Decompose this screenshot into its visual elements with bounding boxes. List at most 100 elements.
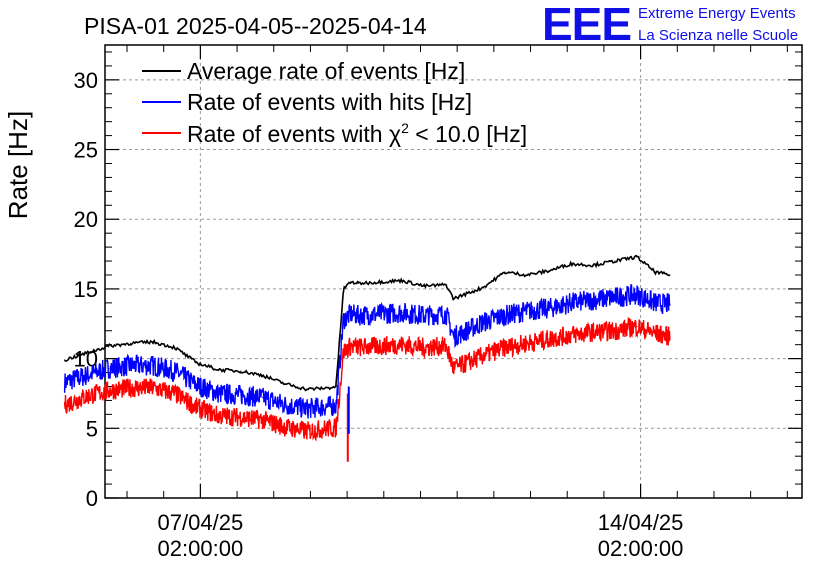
y-tick-label: 20	[74, 207, 98, 232]
series-point-average	[452, 298, 455, 300]
series-point-average	[218, 369, 220, 371]
y-tick-label: 30	[74, 68, 98, 93]
series-point-chi2	[240, 416, 242, 418]
series-point-hits	[328, 405, 330, 407]
series-point-average	[342, 288, 345, 290]
x-tick-date: 07/04/25	[158, 510, 244, 535]
legend: Average rate of events [Hz] Rate of even…	[142, 58, 527, 147]
series-point-chi2	[64, 404, 66, 406]
series-point-average	[357, 282, 359, 284]
series-point-chi2	[174, 392, 176, 395]
legend-chi2-suffix: < 10.0 [Hz]	[409, 121, 527, 147]
series-point-hits	[218, 392, 220, 395]
series-point-chi2	[669, 335, 671, 337]
series-point-chi2	[423, 346, 425, 349]
y-tick-label: 5	[86, 416, 98, 441]
legend-label-average: Average rate of events [Hz]	[187, 58, 465, 84]
series-point-hits	[654, 302, 656, 304]
series-point-average	[570, 263, 572, 265]
series-point-average	[262, 374, 264, 376]
legend-chi2-prefix: Rate of events with	[187, 121, 389, 147]
series-point-average	[174, 346, 176, 349]
series-point-hits	[445, 313, 447, 315]
series-point-average	[196, 362, 198, 364]
series-point-chi2	[262, 419, 264, 421]
grid-layer	[105, 45, 802, 498]
series-point-hits	[592, 299, 594, 301]
legend-chi2-superscript: 2	[401, 120, 409, 136]
series-line-hits	[63, 283, 671, 419]
series-point-hits	[452, 335, 455, 337]
series-point-hits	[357, 314, 359, 317]
series-point-average	[445, 284, 447, 286]
series-point-hits	[306, 408, 308, 410]
series-point-average	[548, 270, 550, 272]
series-point-chi2	[379, 345, 381, 347]
legend-chi2-symbol: χ	[389, 121, 401, 147]
series-point-chi2	[570, 334, 572, 336]
series-point-chi2	[357, 346, 359, 349]
series-point-chi2	[548, 338, 550, 340]
series-point-average	[152, 341, 154, 343]
series-point-hits	[548, 307, 550, 310]
series-point-hits	[152, 364, 154, 367]
y-axis-label: Rate [Hz]	[3, 111, 33, 219]
series-point-chi2	[306, 430, 308, 432]
series-point-chi2	[108, 390, 110, 392]
series-point-hits	[174, 370, 176, 372]
series-point-average	[240, 370, 242, 372]
y-tick-label: 0	[86, 486, 98, 511]
series-point-average	[526, 274, 528, 276]
series-point-hits	[342, 318, 345, 321]
logo-line-1: Extreme Energy Events	[638, 5, 796, 22]
series-point-hits	[130, 364, 132, 367]
series-point-chi2	[636, 325, 638, 328]
series-point-chi2	[654, 332, 656, 335]
series-point-chi2	[350, 345, 352, 347]
series-point-hits	[570, 302, 572, 304]
legend-label-chi2: Rate of events with χ2 < 10.0 [Hz]	[187, 120, 527, 147]
series-point-hits	[460, 332, 462, 335]
eee-logo: EEE	[542, 0, 631, 50]
series-point-chi2	[482, 355, 484, 357]
series-point-hits	[401, 312, 403, 314]
series-point-chi2	[328, 427, 330, 429]
x-tick-time: 02:00:00	[158, 536, 244, 561]
series-point-average	[64, 359, 66, 361]
series-point-chi2	[504, 346, 506, 349]
series-point-hits	[262, 397, 264, 399]
series-point-chi2	[592, 331, 594, 333]
series-point-chi2	[445, 345, 447, 347]
series-point-hits	[350, 313, 352, 315]
series-point-average	[328, 387, 330, 389]
series-point-chi2	[218, 415, 220, 417]
legend-label-hits: Rate of events with hits [Hz]	[187, 89, 472, 115]
logo-line-2: La Scienza nelle Scuole	[638, 27, 798, 44]
series-point-hits	[669, 303, 671, 305]
series-point-hits	[335, 405, 337, 407]
series-point-average	[350, 281, 352, 283]
series-layer	[63, 254, 671, 462]
series-point-chi2	[526, 342, 528, 344]
series-point-hits	[504, 314, 506, 317]
series-point-average	[335, 385, 337, 388]
series-point-hits	[614, 296, 616, 298]
y-tick-label: 15	[74, 277, 98, 302]
series-point-average	[654, 271, 656, 273]
series-point-hits	[64, 381, 66, 383]
series-point-average	[592, 264, 594, 266]
series-point-average	[636, 256, 638, 258]
series-point-chi2	[401, 344, 403, 346]
series-point-average	[401, 279, 403, 282]
series-point-hits	[108, 367, 110, 369]
x-tick-date: 14/04/25	[598, 510, 684, 535]
series-line-average	[64, 254, 671, 392]
series-point-average	[460, 295, 462, 297]
series-point-average	[306, 388, 308, 390]
x-tick-time: 02:00:00	[598, 536, 684, 561]
series-point-average	[284, 383, 286, 385]
series-point-average	[86, 352, 88, 354]
series-point-chi2	[335, 427, 337, 429]
series-point-hits	[526, 310, 528, 312]
